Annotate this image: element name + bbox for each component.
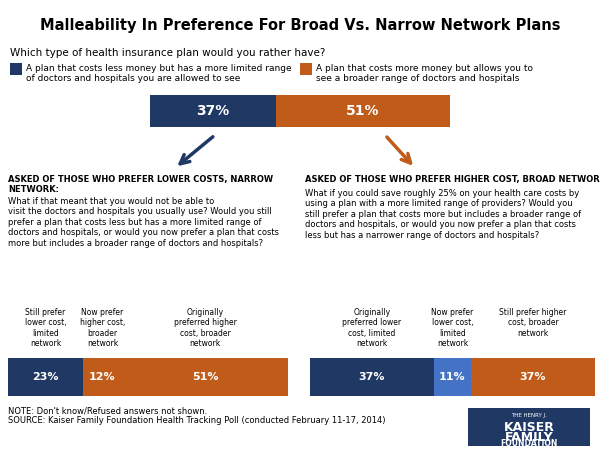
Text: Still prefer higher
cost, broader
network: Still prefer higher cost, broader networ… <box>499 308 566 338</box>
Text: 51%: 51% <box>192 372 218 382</box>
Text: What if you could save roughly 25% on your health care costs by
using a plan wit: What if you could save roughly 25% on yo… <box>305 189 581 239</box>
Bar <box>434 358 471 396</box>
Text: Now prefer
higher cost,
broader
network: Now prefer higher cost, broader network <box>80 308 125 348</box>
Text: NOTE: Don't know/Refused answers not shown.: NOTE: Don't know/Refused answers not sho… <box>8 406 207 415</box>
Bar <box>150 95 276 127</box>
Text: A plan that costs more money but allows you to
see a broader range of doctors an: A plan that costs more money but allows … <box>316 64 533 83</box>
Text: Which type of health insurance plan would you rather have?: Which type of health insurance plan woul… <box>10 48 325 58</box>
Text: FOUNDATION: FOUNDATION <box>500 439 557 448</box>
Bar <box>468 408 590 446</box>
Text: KAISER: KAISER <box>503 421 554 434</box>
Text: Originally
preferred higher
cost, broader
network: Originally preferred higher cost, broade… <box>173 308 236 348</box>
Bar <box>122 358 288 396</box>
Text: What if that meant that you would not be able to
visit the doctors and hospitals: What if that meant that you would not be… <box>8 197 279 248</box>
Text: ASKED OF THOSE WHO PREFER LOWER COSTS, NARROW
NETWORK:: ASKED OF THOSE WHO PREFER LOWER COSTS, N… <box>8 175 273 194</box>
Text: 37%: 37% <box>196 104 230 118</box>
Text: THE HENRY J.: THE HENRY J. <box>511 413 547 418</box>
Bar <box>310 358 434 396</box>
Text: 37%: 37% <box>520 372 546 382</box>
Text: 37%: 37% <box>359 372 385 382</box>
Bar <box>10 63 22 75</box>
Text: 23%: 23% <box>32 372 59 382</box>
Text: Still prefer
lower cost,
limited
network: Still prefer lower cost, limited network <box>25 308 66 348</box>
Text: SOURCE: Kaiser Family Foundation Health Tracking Poll (conducted February 11-17,: SOURCE: Kaiser Family Foundation Health … <box>8 416 386 425</box>
Text: 11%: 11% <box>439 372 466 382</box>
Bar <box>471 358 595 396</box>
Text: Originally
preferred lower
cost, limited
network: Originally preferred lower cost, limited… <box>343 308 401 348</box>
Text: 12%: 12% <box>89 372 116 382</box>
Bar <box>276 95 450 127</box>
Bar <box>8 358 83 396</box>
Text: FAMILY: FAMILY <box>505 431 553 444</box>
Text: Now prefer
lower cost,
limited
network: Now prefer lower cost, limited network <box>431 308 473 348</box>
Text: 51%: 51% <box>346 104 380 118</box>
Bar <box>300 63 312 75</box>
Text: A plan that costs less money but has a more limited range
of doctors and hospita: A plan that costs less money but has a m… <box>26 64 292 83</box>
Text: Malleability In Preference For Broad Vs. Narrow Network Plans: Malleability In Preference For Broad Vs.… <box>40 18 560 33</box>
Bar <box>83 358 122 396</box>
Text: ASKED OF THOSE WHO PREFER HIGHER COST, BROAD NETWORK:: ASKED OF THOSE WHO PREFER HIGHER COST, B… <box>305 175 600 184</box>
